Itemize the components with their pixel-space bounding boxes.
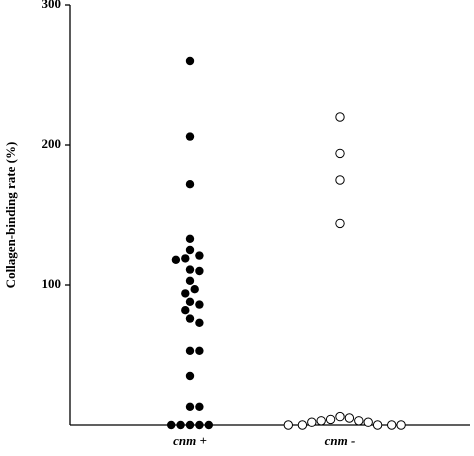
data-point <box>176 420 185 430</box>
data-point <box>297 420 308 430</box>
data-point <box>190 285 199 294</box>
data-point <box>387 420 397 430</box>
data-point <box>185 132 195 141</box>
data-point <box>181 254 190 263</box>
data-point <box>185 276 195 285</box>
data-point <box>195 300 204 309</box>
data-point <box>185 371 195 381</box>
data-point <box>185 314 195 323</box>
data-point <box>335 218 345 229</box>
data-point <box>307 417 317 427</box>
data-point <box>354 416 364 426</box>
data-point <box>335 175 345 185</box>
data-point <box>185 402 195 411</box>
data-point <box>185 265 195 274</box>
data-point <box>372 420 383 430</box>
data-point <box>335 112 345 122</box>
data-point <box>195 266 204 276</box>
data-point <box>195 402 204 411</box>
data-point <box>195 318 204 327</box>
data-point <box>185 234 195 243</box>
data-point <box>181 289 190 298</box>
data-point <box>195 420 204 430</box>
data-point <box>185 346 195 355</box>
data-point <box>325 414 336 425</box>
data-point <box>167 420 176 430</box>
y-axis-title: Collagen-binding rate (%) <box>3 142 18 289</box>
y-tick-label: 100 <box>42 276 62 291</box>
data-point <box>396 420 406 430</box>
y-tick-label: 300 <box>42 0 62 11</box>
data-point <box>195 346 204 355</box>
data-point <box>185 245 195 255</box>
data-point <box>204 420 213 430</box>
data-point <box>316 416 326 426</box>
data-point <box>344 413 355 423</box>
data-point <box>335 411 345 422</box>
data-point <box>185 420 195 430</box>
x-tick-label: cnm + <box>173 433 207 448</box>
data-point <box>181 306 190 315</box>
data-point <box>335 148 345 159</box>
data-point <box>283 420 293 430</box>
data-point <box>363 417 373 427</box>
data-point <box>185 297 195 306</box>
x-tick-label: cnm - <box>325 433 356 448</box>
data-point <box>195 251 204 260</box>
data-point <box>171 255 181 264</box>
data-point <box>185 56 195 66</box>
y-tick-label: 200 <box>42 136 62 151</box>
data-point <box>185 180 195 189</box>
